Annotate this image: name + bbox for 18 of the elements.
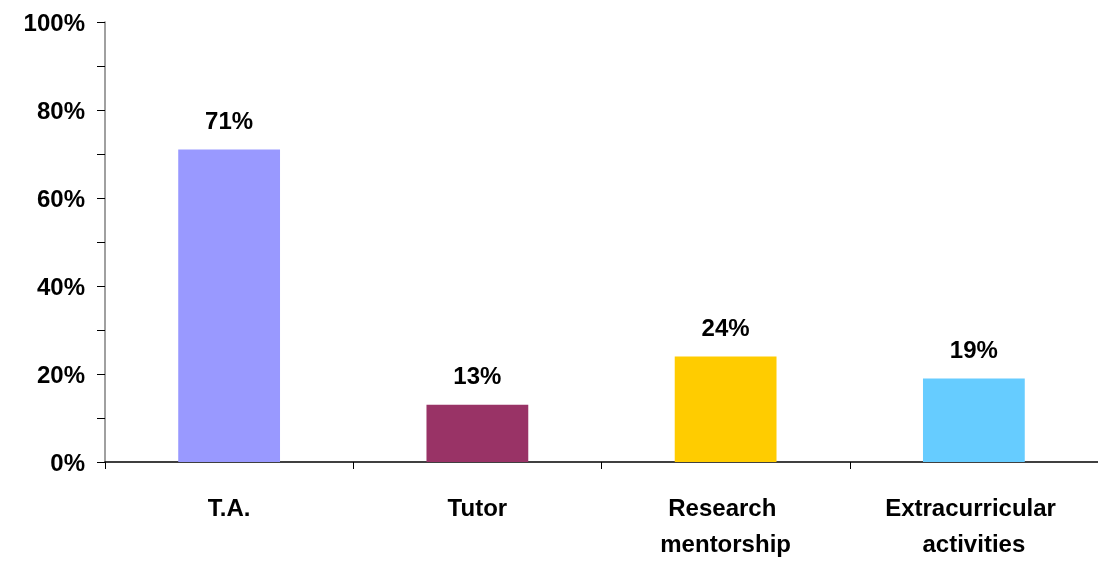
data-label: 19% [949,335,998,363]
data-label: 24% [701,313,750,341]
x-tick-label: Tutor [447,493,508,521]
y-tick-label: 0% [50,448,85,476]
data-label: 71% [205,107,254,135]
x-tick-label: T.A. [207,493,251,521]
y-tick-label: 20% [36,360,85,388]
bar [674,356,777,462]
bar [426,404,529,462]
x-tick-label: Extracurricular activities [885,493,1063,557]
x-tick-label: Research mentorship [660,493,791,557]
data-label: 13% [453,362,502,390]
y-tick-label: 60% [36,184,85,212]
y-tick-label: 40% [36,272,85,300]
y-tick-label: 100% [23,8,85,36]
bar [922,378,1025,462]
y-tick-label: 80% [36,96,85,124]
bar [178,149,281,462]
